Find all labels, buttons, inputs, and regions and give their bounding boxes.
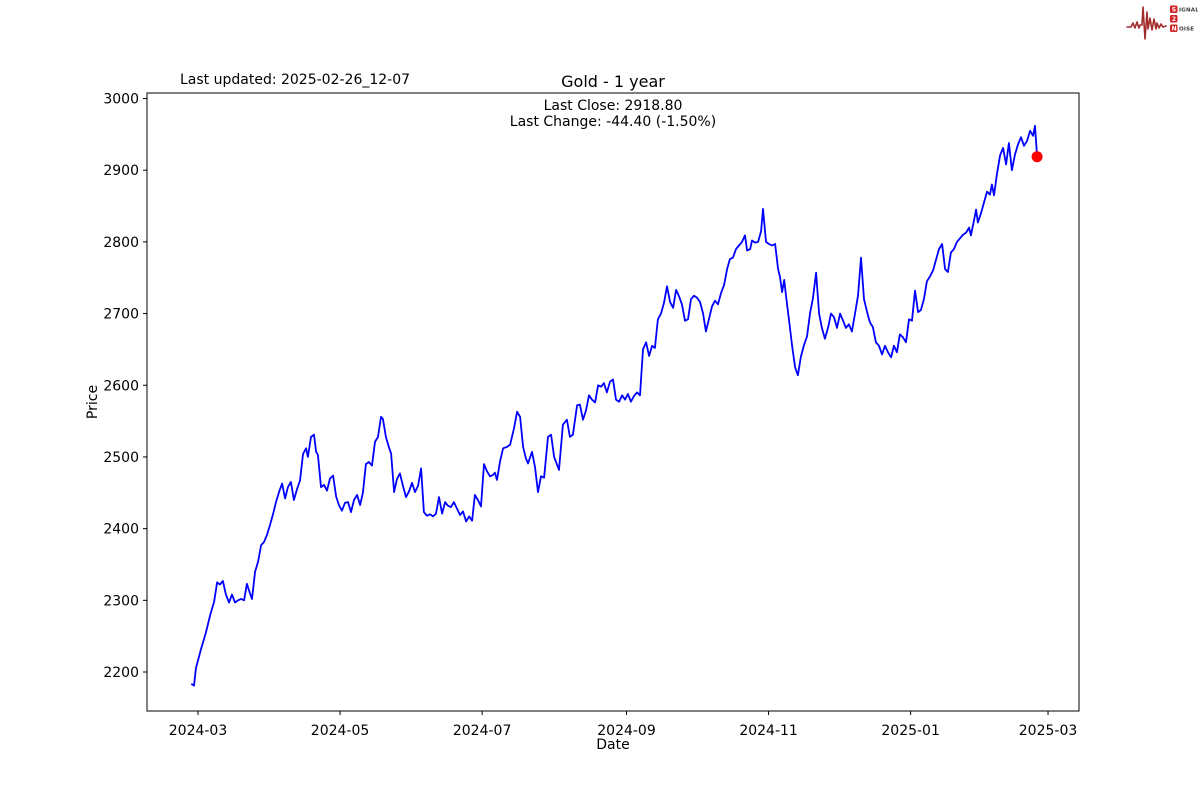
y-tick-label: 2500 [103,450,139,466]
logo-letter-n: N [1172,26,1177,33]
logo-letter-s: S [1172,7,1176,14]
last-updated-text: Last updated: 2025-02-26_12-07 [180,72,411,88]
last-change-text: Last Change: -44.40 (-1.50%) [509,114,717,130]
last-close-marker [1031,151,1043,163]
x-tick-label: 2024-09 [597,723,656,739]
y-tick-label: 2700 [103,307,139,323]
y-tick-label: 2900 [103,163,139,179]
logo-text-ignal: IGNAL [1179,8,1198,14]
chart-title: Gold - 1 year [561,72,665,91]
y-tick-label: 2800 [103,235,139,251]
x-tick-label: 2024-07 [453,723,512,739]
x-tick-label: 2024-05 [311,723,370,739]
y-tick-label: 2200 [103,665,139,681]
x-axis-label: Date [596,737,630,753]
x-tick-label: 2024-03 [169,723,228,739]
x-tick-label: 2024-11 [739,723,798,739]
logo-box-s [1170,5,1178,13]
heartbeat-waveform-icon [1126,6,1167,40]
logo-digit-2: 2 [1172,16,1176,23]
logo-box-n [1170,24,1178,32]
y-tick-label: 2600 [103,378,139,394]
last-close-text: Last Close: 2918.80 [543,98,683,114]
signal2noise-logo: S IGNAL 2 N OISE [1126,5,1198,40]
plot-frame [146,92,1080,712]
price-line [190,124,1038,687]
logo-box-2 [1170,15,1178,23]
logo-text-oise: OISE [1179,27,1194,33]
y-tick-label: 2300 [103,593,139,609]
x-tick-label: 2025-01 [881,723,940,739]
y-tick-label: 2400 [103,522,139,538]
x-tick-label: 2025-03 [1019,723,1078,739]
y-tick-label: 3000 [103,92,139,108]
